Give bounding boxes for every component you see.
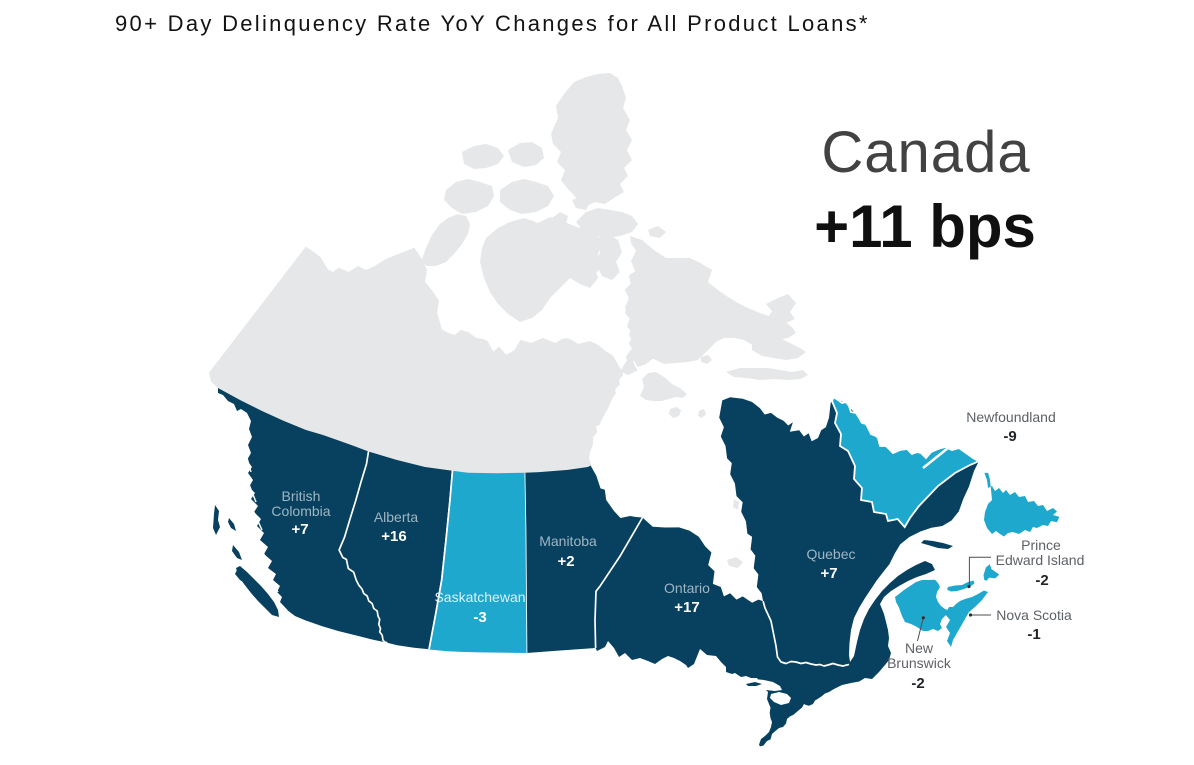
svg-text:Edward Island: Edward Island [996, 552, 1085, 568]
svg-text:Prince: Prince [1021, 537, 1061, 553]
svg-text:New: New [905, 640, 934, 656]
svg-text:Manitoba: Manitoba [539, 533, 597, 549]
svg-text:Colombia: Colombia [271, 503, 330, 519]
svg-text:Brunswick: Brunswick [887, 655, 952, 671]
svg-text:-9: -9 [1003, 428, 1016, 445]
svg-text:-1: -1 [1027, 626, 1040, 643]
svg-text:-2: -2 [911, 675, 924, 692]
svg-text:+7: +7 [820, 565, 837, 582]
svg-text:+2: +2 [557, 553, 574, 570]
svg-text:Newfoundland: Newfoundland [966, 409, 1056, 425]
svg-text:+17: +17 [674, 599, 699, 616]
svg-text:+7: +7 [291, 521, 308, 538]
svg-text:Quebec: Quebec [806, 546, 855, 562]
svg-text:Alberta: Alberta [374, 509, 419, 525]
svg-text:British: British [282, 488, 321, 504]
svg-text:+16: +16 [381, 528, 406, 545]
svg-text:-3: -3 [473, 609, 486, 626]
svg-text:Nova Scotia: Nova Scotia [996, 607, 1072, 623]
svg-text:-2: -2 [1035, 572, 1048, 589]
svg-text:Ontario: Ontario [664, 580, 710, 596]
svg-text:Saskatchewan: Saskatchewan [434, 589, 525, 605]
